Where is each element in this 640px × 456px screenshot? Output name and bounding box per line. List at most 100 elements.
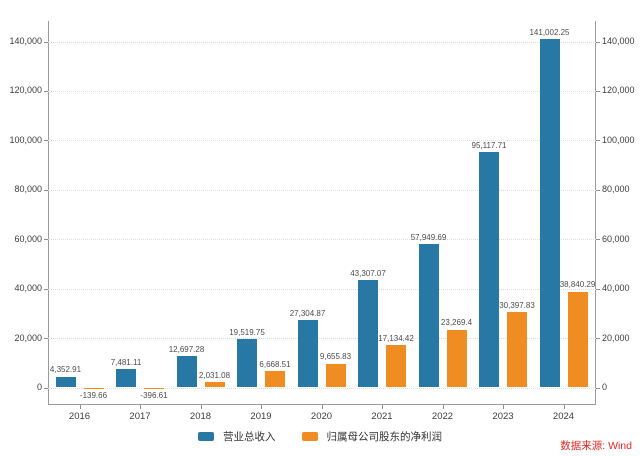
y-tick-right-60,000 bbox=[596, 239, 600, 241]
gridline-140,000 bbox=[48, 41, 596, 43]
revenue-bar-2018 bbox=[176, 356, 197, 388]
x-tick-2020 bbox=[321, 405, 323, 409]
net-profit-value-label-2022: 23,269.4 bbox=[440, 318, 473, 328]
y-tick-left-80,000 bbox=[44, 189, 48, 191]
net-profit-bar-2023 bbox=[507, 312, 527, 388]
net-profit-value-label-2024: 38,840.29 bbox=[559, 280, 596, 289]
net-profit-bar-2018 bbox=[204, 382, 225, 388]
y-tick-left-120,000 bbox=[44, 90, 48, 92]
x-tick-2016 bbox=[79, 405, 81, 409]
revenue-legend-label: 营业总收入 bbox=[223, 431, 276, 443]
net-profit-value-label-2017: -396.61 bbox=[140, 390, 168, 400]
y-axis-label-left-100,000: 100,000 bbox=[9, 134, 42, 145]
gridline-60,000 bbox=[48, 239, 596, 241]
revenue-value-label-2019: 19,519.75 bbox=[229, 327, 265, 337]
net-profit-bar-2024 bbox=[567, 291, 588, 388]
net-profit-value-label-2021: 17,134.42 bbox=[378, 333, 414, 343]
net-profit-bar-2021 bbox=[386, 345, 406, 388]
net-profit-bar-2016 bbox=[83, 387, 104, 389]
y-tick-right-20,000 bbox=[596, 338, 600, 340]
y-axis-label-right-120,000: 120,000 bbox=[602, 85, 635, 96]
net-profit-value-label-2020: 9,655.83 bbox=[319, 352, 352, 362]
x-tick-2023 bbox=[503, 405, 504, 409]
net-profit-value-label-2016: -139.66 bbox=[79, 390, 108, 400]
y-axis-label-right-80,000: 80,000 bbox=[602, 184, 630, 195]
net-profit-bar-2022 bbox=[446, 329, 467, 388]
x-axis-label-2018: 2018 bbox=[189, 411, 212, 422]
gridline-100,000 bbox=[48, 140, 596, 142]
data-source-note: 数据来源: Wind bbox=[560, 440, 632, 452]
y-tick-right-120,000 bbox=[596, 90, 600, 92]
axis-frame bbox=[48, 21, 596, 405]
gridline-20,000 bbox=[48, 338, 596, 340]
revenue-bar-2021 bbox=[358, 280, 378, 388]
x-axis-label-2020: 2020 bbox=[310, 411, 333, 422]
legend-item-net-profit: 归属母公司股东的净利润 bbox=[301, 429, 443, 444]
revenue-value-label-2020: 27,304.87 bbox=[289, 308, 326, 318]
y-tick-right-0 bbox=[596, 387, 600, 389]
x-tick-2019 bbox=[261, 405, 262, 409]
y-tick-left-0 bbox=[44, 387, 48, 389]
y-axis-label-right-140,000: 140,000 bbox=[602, 36, 635, 46]
net-profit-legend-swatch bbox=[301, 432, 318, 441]
y-axis-label-left-60,000: 60,000 bbox=[14, 233, 42, 244]
y-axis-label-right-20,000: 20,000 bbox=[602, 332, 630, 343]
x-tick-2017 bbox=[140, 405, 141, 409]
x-axis-label-2021: 2021 bbox=[371, 411, 393, 422]
y-tick-left-20,000 bbox=[44, 338, 48, 340]
net-profit-bar-2017 bbox=[144, 387, 164, 389]
revenue-value-label-2023: 95,117.71 bbox=[471, 140, 507, 150]
revenue-value-label-2016: 4,352.91 bbox=[49, 365, 82, 375]
revenue-value-label-2024: 141,002.25 bbox=[529, 27, 570, 37]
y-axis-label-right-40,000: 40,000 bbox=[602, 283, 630, 294]
y-axis-label-right-100,000: 100,000 bbox=[602, 134, 635, 145]
y-axis-label-left-140,000: 140,000 bbox=[9, 36, 42, 46]
revenue-value-label-2018: 12,697.28 bbox=[168, 344, 205, 354]
x-tick-2021 bbox=[382, 405, 383, 409]
revenue-legend-swatch bbox=[198, 432, 214, 441]
legend: 营业总收入 归属母公司股东的净利润 bbox=[0, 429, 640, 444]
x-axis-label-2023: 2023 bbox=[492, 411, 514, 422]
y-axis-label-left-40,000: 40,000 bbox=[14, 283, 42, 294]
x-axis-label-2024: 2024 bbox=[552, 411, 575, 422]
y-axis-label-left-20,000: 20,000 bbox=[14, 332, 42, 343]
net-profit-value-label-2019: 6,668.51 bbox=[259, 359, 291, 369]
y-tick-right-140,000 bbox=[596, 41, 600, 43]
revenue-bar-2022 bbox=[418, 244, 439, 388]
y-tick-right-80,000 bbox=[596, 189, 600, 191]
x-tick-2022 bbox=[442, 405, 444, 409]
x-axis-label-2016: 2016 bbox=[68, 411, 91, 422]
x-tick-2024 bbox=[563, 405, 565, 409]
gridline-40,000 bbox=[48, 288, 596, 290]
revenue-bar-2024 bbox=[539, 39, 560, 388]
gridline-0 bbox=[48, 387, 596, 389]
revenue-bar-2016 bbox=[55, 376, 76, 388]
y-axis-label-left-0: 0 bbox=[36, 382, 42, 392]
legend-item-revenue: 营业总收入 bbox=[198, 429, 276, 444]
revenue-bar-2023 bbox=[479, 152, 499, 388]
x-axis-label-2019: 2019 bbox=[250, 411, 272, 422]
revenue-value-label-2017: 7,481.11 bbox=[110, 357, 142, 367]
x-axis-label-2017: 2017 bbox=[129, 411, 151, 422]
gridline-120,000 bbox=[48, 90, 596, 92]
net-profit-value-label-2023: 30,397.83 bbox=[499, 300, 535, 310]
y-axis-label-left-120,000: 120,000 bbox=[9, 85, 42, 96]
y-tick-left-100,000 bbox=[44, 140, 48, 142]
y-tick-left-140,000 bbox=[44, 41, 48, 43]
net-profit-bar-2020 bbox=[325, 363, 346, 388]
net-profit-bar-2019 bbox=[265, 371, 285, 388]
y-tick-right-100,000 bbox=[596, 140, 600, 142]
gridline-80,000 bbox=[48, 189, 596, 191]
y-tick-left-60,000 bbox=[44, 239, 48, 241]
y-axis-label-right-0: 0 bbox=[602, 382, 608, 392]
revenue-value-label-2021: 43,307.07 bbox=[350, 268, 386, 278]
y-axis-label-left-80,000: 80,000 bbox=[14, 184, 42, 195]
y-tick-right-40,000 bbox=[596, 288, 600, 290]
revenue-bar-2019 bbox=[237, 339, 257, 388]
net-profit-legend-label: 归属母公司股东的净利润 bbox=[326, 431, 443, 443]
y-tick-left-40,000 bbox=[44, 288, 48, 290]
revenue-bar-2017 bbox=[116, 369, 136, 388]
y-axis-label-right-60,000: 60,000 bbox=[602, 233, 630, 244]
